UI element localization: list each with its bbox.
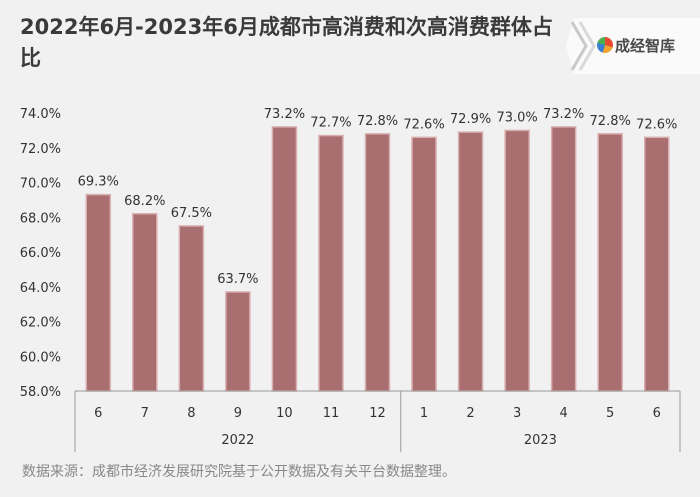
bar <box>85 193 112 392</box>
data-label: 63.7% <box>217 272 258 287</box>
x-tick-label: 8 <box>187 406 195 421</box>
data-label: 72.8% <box>590 114 631 129</box>
x-tick-label: 4 <box>560 406 568 421</box>
y-tick-label: 60.0% <box>20 350 61 365</box>
bar <box>271 126 298 392</box>
x-tick-label: 1 <box>420 406 428 421</box>
brand-logo-icon <box>597 37 613 53</box>
group-label: 2022 <box>221 433 254 448</box>
data-label: 73.2% <box>264 107 305 122</box>
data-label: 73.0% <box>496 110 537 125</box>
x-tick-label: 10 <box>276 406 293 421</box>
data-label: 68.2% <box>124 194 165 209</box>
brand-name: 成经智库 <box>615 37 676 55</box>
x-tick-label: 6 <box>653 406 661 421</box>
data-label: 72.8% <box>357 114 398 129</box>
x-tick-label: 9 <box>234 406 242 421</box>
y-tick-label: 64.0% <box>20 281 61 296</box>
data-label: 69.3% <box>78 175 119 190</box>
y-tick-label: 68.0% <box>20 211 61 226</box>
x-tick-label: 5 <box>606 406 614 421</box>
bar <box>504 129 530 392</box>
x-tick-label: 11 <box>323 406 340 421</box>
bar <box>411 136 437 392</box>
data-label: 72.7% <box>310 116 351 131</box>
bar <box>457 131 484 392</box>
logo-banner <box>566 18 700 74</box>
y-tick-label: 66.0% <box>20 246 61 261</box>
group-label: 2023 <box>524 433 557 448</box>
x-tick-label: 12 <box>369 406 386 421</box>
bar <box>225 291 251 392</box>
bar <box>318 134 344 392</box>
data-label: 72.6% <box>636 117 677 132</box>
chart-title: 2022年6月-2023年6月成都市高消费和次高消费群体占比 <box>20 15 553 70</box>
x-tick-label: 6 <box>94 406 102 421</box>
y-tick-label: 58.0% <box>20 385 61 400</box>
y-tick-label: 62.0% <box>20 316 61 331</box>
data-label: 72.6% <box>403 117 444 132</box>
bar <box>550 126 577 392</box>
y-tick-label: 72.0% <box>20 142 61 157</box>
bar <box>132 213 158 392</box>
data-label: 73.2% <box>543 107 584 122</box>
x-tick-label: 7 <box>141 406 149 421</box>
bar <box>364 133 391 392</box>
data-source: 数据来源：成都市经济发展研究院基于公开数据及有关平台数据整理。 <box>22 464 456 480</box>
y-tick-label: 74.0% <box>20 107 61 122</box>
x-tick-label: 3 <box>513 406 521 421</box>
data-label: 72.9% <box>450 112 491 127</box>
x-tick-label: 2 <box>466 406 474 421</box>
y-tick-label: 70.0% <box>20 177 61 192</box>
data-label: 67.5% <box>171 206 212 221</box>
bar <box>597 133 623 392</box>
bar <box>178 225 205 392</box>
bar <box>643 136 670 392</box>
